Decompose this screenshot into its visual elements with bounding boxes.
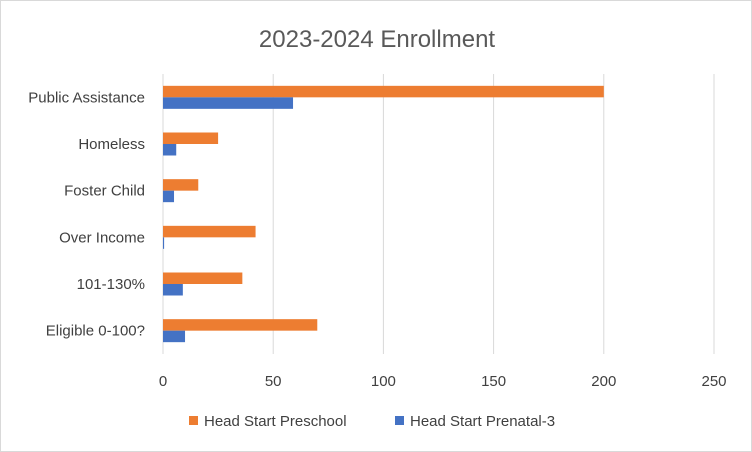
legend-label-0: Head Start Preschool — [204, 413, 347, 430]
category-label-3: Over Income — [59, 229, 145, 246]
bar-preschool-4 — [163, 272, 243, 284]
x-tick-0: 0 — [159, 373, 167, 390]
bar-prenatal-2 — [163, 190, 175, 203]
bar-prenatal-3 — [163, 237, 165, 249]
bar-preschool-2 — [163, 179, 199, 191]
x-tick-50: 50 — [265, 373, 282, 390]
legend: Head Start Preschool Head Start Prenatal-… — [189, 413, 555, 430]
category-labels: Public Assistance Homeless Foster Child Ove… — [28, 89, 145, 339]
legend-swatch-1 — [395, 416, 404, 425]
bar-preschool-5 — [163, 319, 318, 331]
legend-label-1: Head Start Prenatal-3 — [410, 413, 555, 430]
x-tick-200: 200 — [591, 373, 616, 390]
category-label-5: Eligible 0-100? — [46, 323, 145, 340]
category-label-0: Public Assistance — [28, 89, 145, 106]
x-tick-150: 150 — [481, 373, 506, 390]
category-label-1: Homeless — [78, 136, 145, 153]
grid-lines — [162, 74, 715, 354]
category-label-2: Foster Child — [64, 183, 145, 200]
bar-prenatal-4 — [163, 284, 183, 296]
bar-prenatal-5 — [163, 330, 186, 343]
legend-swatch-0 — [189, 416, 198, 425]
bar-prenatal-1 — [163, 144, 177, 156]
category-label-4: 101-130% — [77, 276, 145, 293]
bar-preschool-0 — [163, 85, 604, 98]
bar-preschool-3 — [163, 225, 256, 238]
bar-prenatal-0 — [163, 97, 294, 109]
bars — [163, 85, 604, 343]
x-tick-labels: 0 50 100 150 200 250 — [159, 373, 727, 390]
x-tick-100: 100 — [371, 373, 396, 390]
x-tick-250: 250 — [701, 373, 726, 390]
bar-preschool-1 — [163, 132, 219, 144]
chart-title: 2023-2024 Enrollment — [259, 26, 495, 53]
